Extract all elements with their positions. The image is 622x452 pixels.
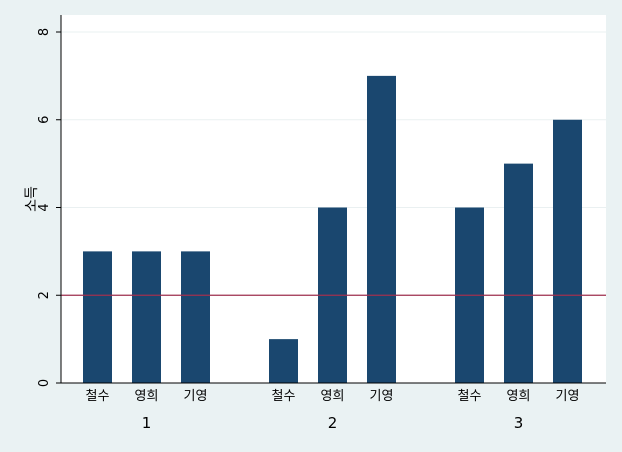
y-axis-ticks: 0 2 4 6 8 [37, 28, 61, 387]
category-label: 영희 [507, 389, 531, 404]
y-tick-label: 2 [37, 291, 52, 299]
category-label: 기영 [370, 389, 394, 404]
group-label: 1 [142, 414, 152, 432]
category-label: 철수 [86, 389, 110, 404]
category-label: 영희 [321, 389, 345, 404]
y-tick-label: 6 [37, 116, 52, 124]
category-label: 철수 [458, 389, 482, 404]
bar [367, 75, 396, 383]
y-tick-label: 8 [37, 28, 52, 36]
category-label: 영희 [135, 389, 159, 404]
category-label: 철수 [272, 389, 296, 404]
bar [83, 251, 112, 383]
category-label: 기영 [556, 389, 580, 404]
y-axis-title: 소득 [24, 186, 40, 212]
bar [132, 251, 161, 383]
y-tick-label: 0 [37, 379, 52, 387]
bar [504, 163, 533, 383]
group-label: 2 [328, 414, 338, 432]
x-axis-labels: 철수 영희 기영 1 철수 영희 기영 2 철수 영희 기영 3 [86, 389, 580, 432]
group-label: 3 [514, 414, 524, 432]
bar [269, 339, 298, 383]
bars [83, 75, 582, 383]
bar [553, 119, 582, 383]
y-tick-label: 4 [37, 203, 52, 211]
category-label: 기영 [184, 389, 208, 404]
bar [181, 251, 210, 383]
